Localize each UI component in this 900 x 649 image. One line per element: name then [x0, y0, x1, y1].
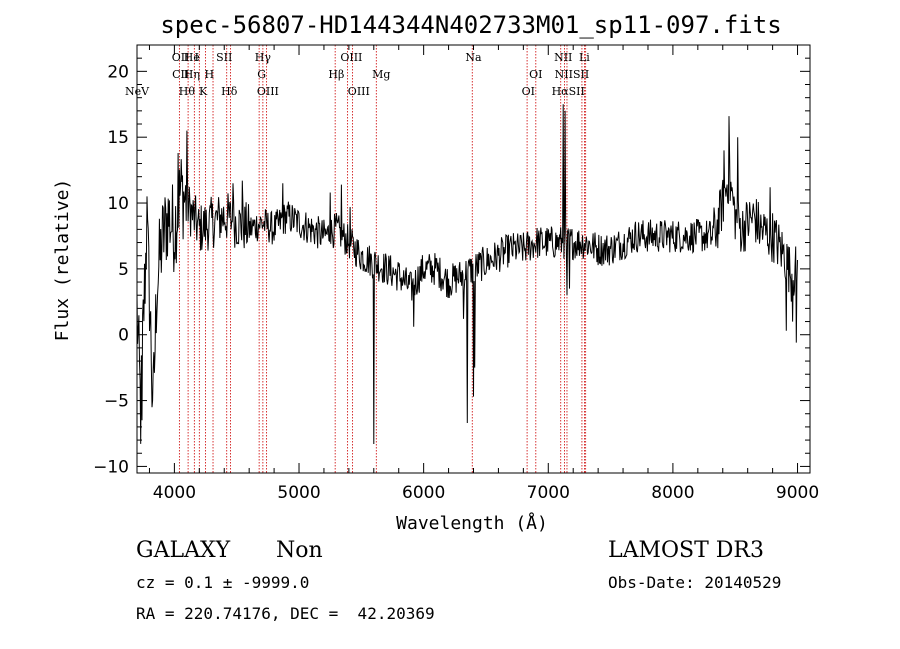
line-label-6: I [195, 51, 199, 64]
line-label-2: CII [172, 68, 189, 81]
x-tick-label: 5000 [277, 483, 320, 503]
line-label-1: OII [172, 51, 190, 64]
line-label-3: Hθ [179, 85, 196, 98]
line-label-23: HαSII [552, 85, 585, 98]
line-label-9: SII [216, 51, 232, 64]
line-markers [178, 45, 587, 473]
x-tick-label: 6000 [402, 483, 445, 503]
y-axis-label: Flux (relative) [52, 179, 73, 342]
obs-date-label: Obs-Date: 20140529 [608, 573, 782, 592]
line-label-24: Li [579, 51, 590, 64]
y-tick-label: 15 [107, 128, 129, 148]
line-label-18: Na [465, 51, 482, 64]
line-label-22: NIISII [555, 68, 590, 81]
line-label-17: Mg [372, 68, 390, 81]
x-tick-label: 4000 [153, 483, 196, 503]
y-tick-label: 0 [118, 326, 129, 346]
redshift-label: cz = 0.1 ± -9999.0 [136, 573, 310, 592]
line-label-7: K [199, 85, 208, 98]
x-tick-label: 8000 [651, 483, 694, 503]
x-axis-label: Wavelength (Å) [396, 512, 548, 534]
line-label-12: G [257, 68, 266, 81]
classification-label: GALAXY [136, 538, 231, 563]
line-label-11: Hγ [255, 51, 272, 64]
line-label-4: He [184, 51, 200, 64]
line-label-5: Hη [184, 68, 200, 81]
x-tick-label: 9000 [776, 483, 819, 503]
line-label-19: OI [529, 68, 542, 81]
line-label-10: Hδ [221, 85, 238, 98]
line-label-0: NeV [125, 85, 150, 98]
line-label-13: OIII [257, 85, 279, 98]
line-label-15: Hβ [328, 68, 344, 81]
line-label-20: OI [522, 85, 535, 98]
x-tick-label: 7000 [527, 483, 570, 503]
y-tick-label: −10 [93, 457, 129, 477]
subclass-label: Non [276, 538, 323, 563]
line-label-8: H [204, 68, 214, 81]
line-label-14: OIII [340, 51, 362, 64]
line-label-16: OIII [348, 85, 370, 98]
y-tick-label: 5 [118, 260, 129, 280]
y-tick-label: −5 [104, 392, 129, 412]
chart-title: spec-56807-HD144344N402733M01_sp11-097.f… [160, 11, 781, 39]
y-tick-label: 20 [107, 62, 129, 82]
line-label-21: NII [554, 51, 572, 64]
survey-label: LAMOST DR3 [608, 538, 764, 563]
plot-frame [136, 44, 811, 474]
y-tick-label: 10 [107, 194, 129, 214]
y-axis: −10 −5 0 5 10 15 20 [93, 44, 810, 477]
coordinates-label: RA = 220.74176, DEC = 42.20369 [136, 604, 435, 623]
x-axis: 4000 5000 6000 7000 8000 9000 [148, 45, 819, 503]
series-line-spectrum [136, 104, 798, 445]
